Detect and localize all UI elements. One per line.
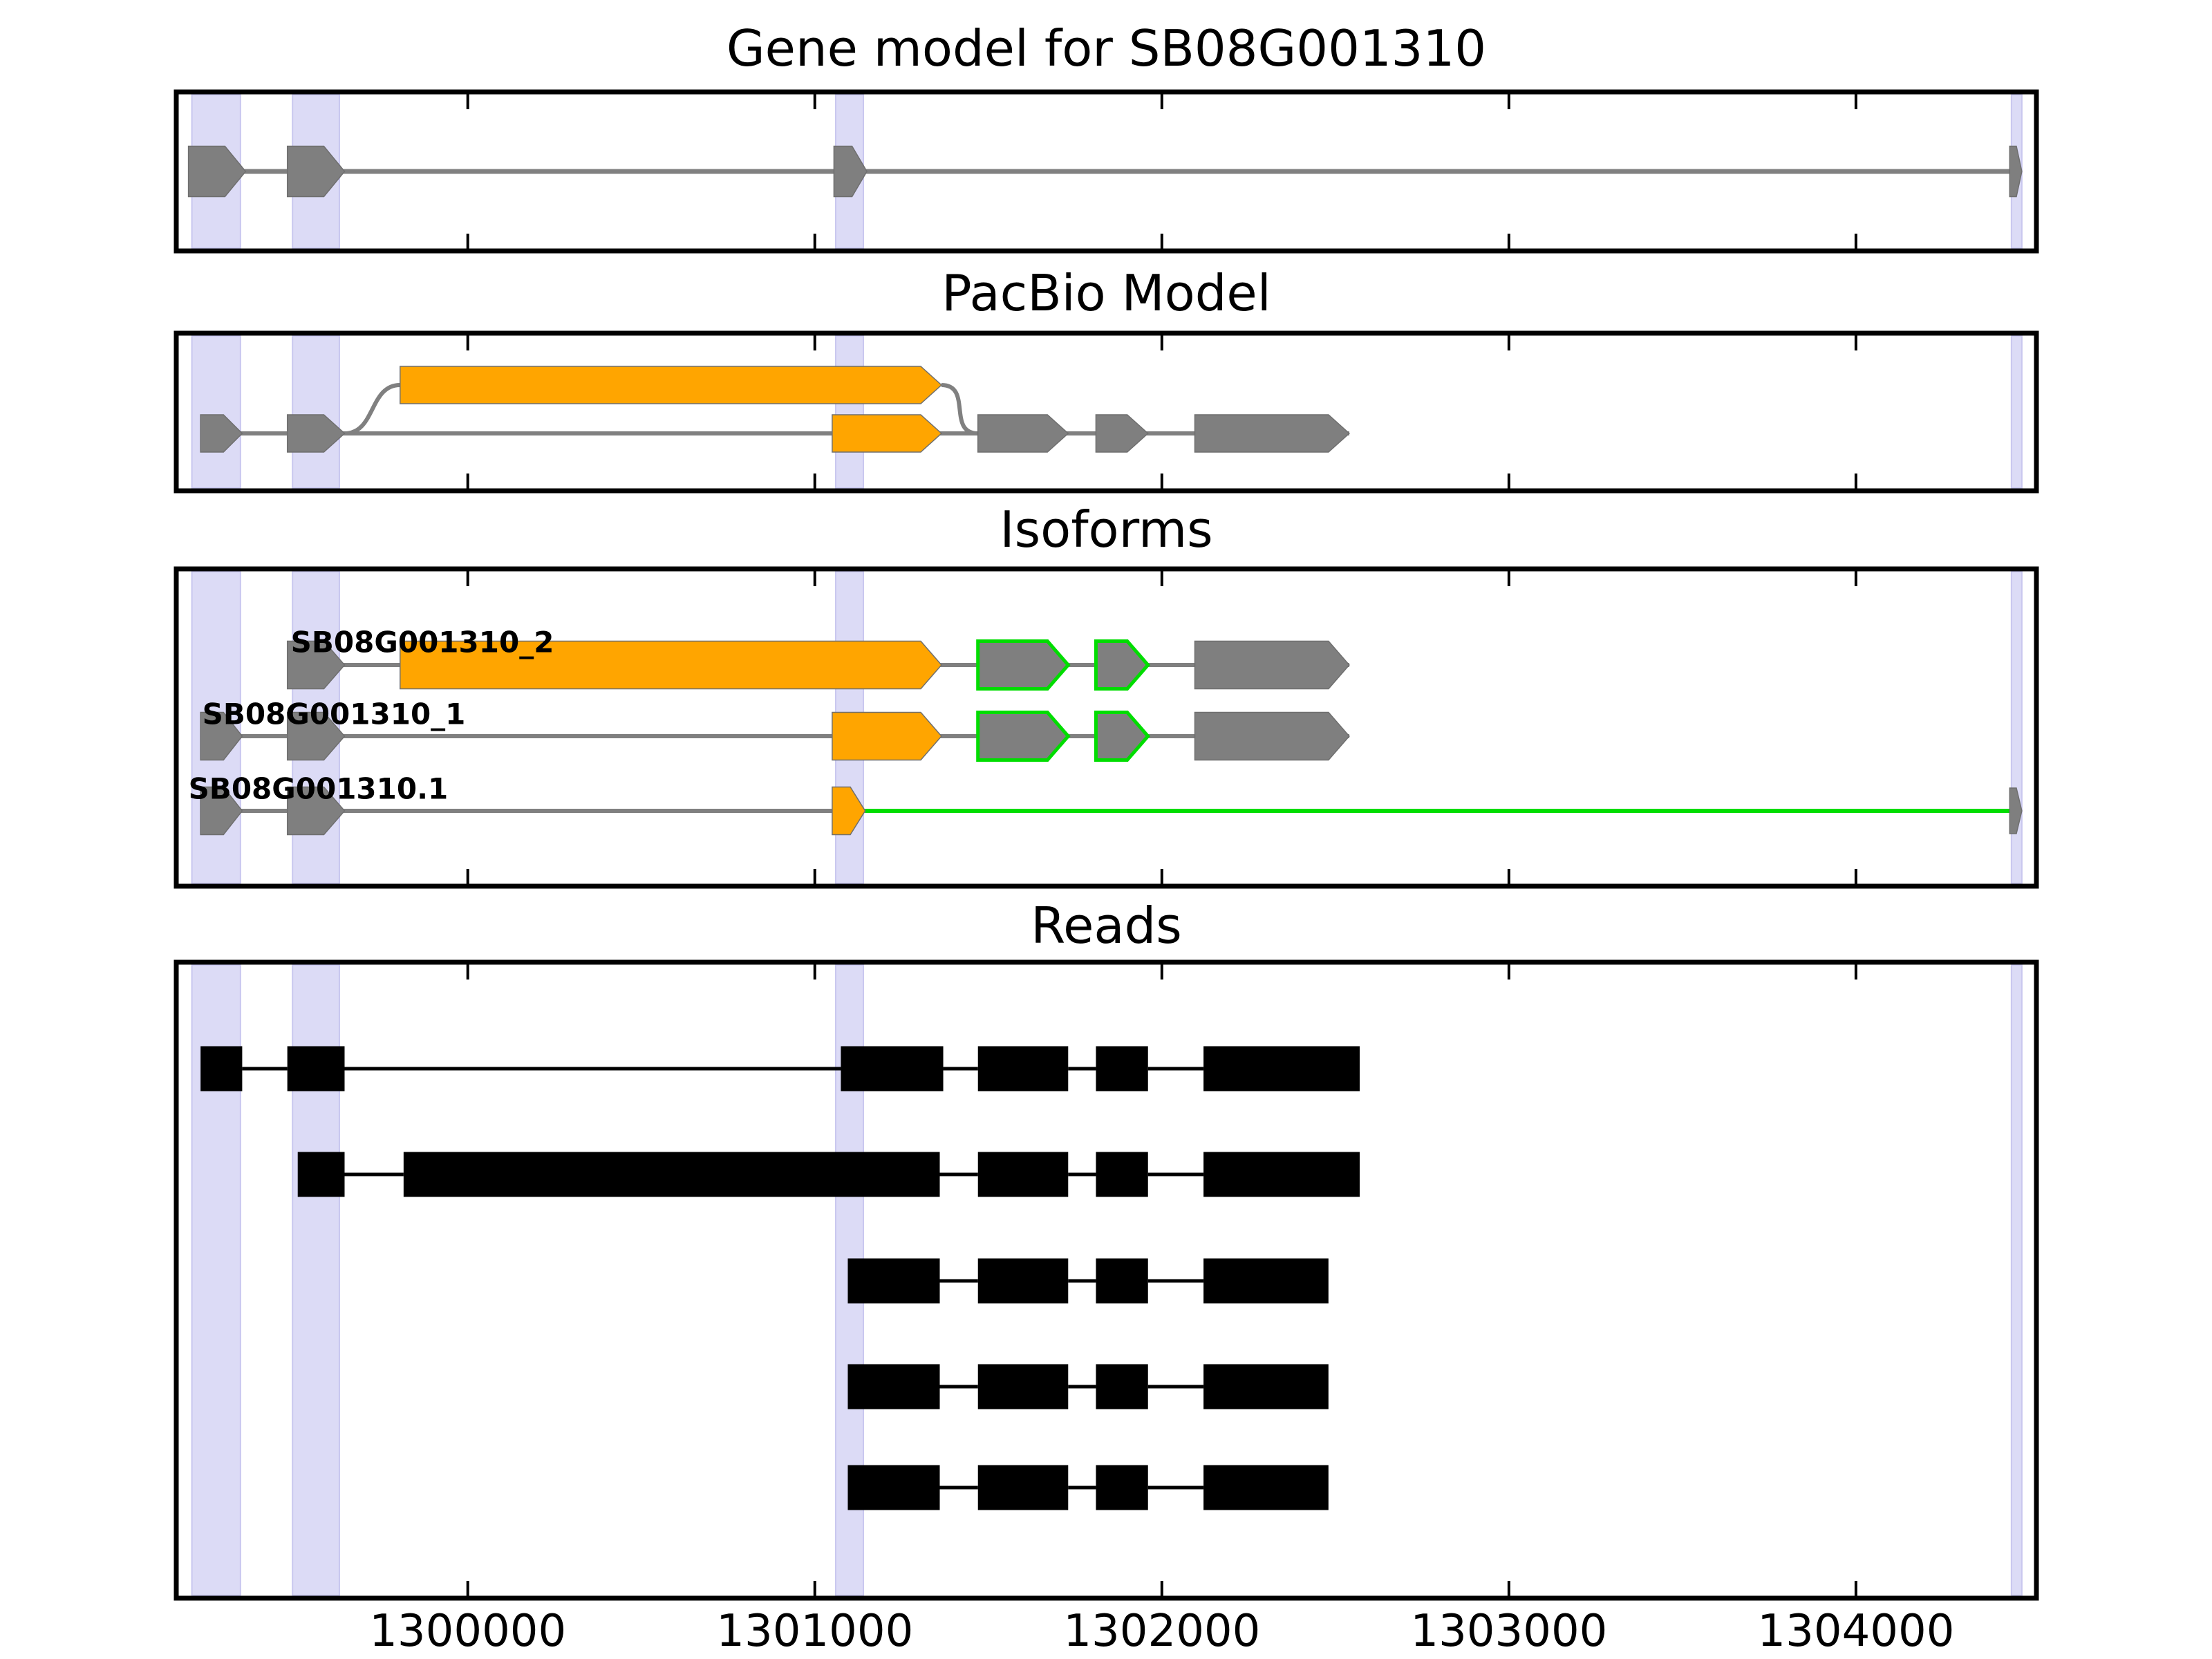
isoform-1-exon-2 <box>400 640 942 690</box>
read-1-block-3 <box>841 1046 944 1091</box>
read-row-5 <box>847 1465 1329 1510</box>
isoform-1-exon-4 <box>1094 639 1151 691</box>
read-row-3 <box>847 1258 1329 1304</box>
isoform-1-exon-3 <box>976 639 1071 691</box>
isoform-row-SB08G001310.1: SB08G001310.1 <box>189 772 2023 836</box>
read-5-block-1 <box>847 1465 940 1510</box>
isoform-2-exon-1 <box>200 711 243 761</box>
isoform-label-3: SB08G001310.1 <box>189 772 449 806</box>
panel-isoforms: SB08G001310_2 SB08G001310_1 SB08G001310.1 I… <box>174 500 2039 889</box>
gene-model-exon-3 <box>833 145 868 198</box>
panel-reads: Reads <box>174 897 2039 1601</box>
panel-pacbio-model: PacBio Model <box>174 264 2039 494</box>
pacbio-model-exon-3 <box>400 366 943 404</box>
pacbio-model-exon-6 <box>1095 414 1149 453</box>
panel-border-isoforms <box>174 566 2039 889</box>
isoform-label-2: SB08G001310_1 <box>203 697 466 731</box>
panel-border-gene-model <box>174 89 2039 254</box>
gene-model-exon-4 <box>2009 145 2023 198</box>
isoform-2-exon-4 <box>976 711 1071 762</box>
read-row-4 <box>847 1364 1329 1409</box>
isoform-row-SB08G001310_1: SB08G001310_1 <box>200 697 1350 762</box>
isoform-3-exon-1 <box>200 786 243 836</box>
read-5-block-4 <box>1203 1465 1329 1510</box>
isoform-label-1: SB08G001310_2 <box>291 626 554 659</box>
read-4-block-4 <box>1203 1364 1329 1409</box>
x-tick-label-1300000: 1300000 <box>369 1606 566 1657</box>
panel-border-reads <box>174 959 2039 1601</box>
panel-gene-model: Gene model for SB08G001310 <box>174 19 2039 254</box>
read-4-block-3 <box>1096 1364 1148 1409</box>
isoform-3-exon-4 <box>2009 787 2023 834</box>
highlight-band-1 <box>191 335 241 489</box>
highlight-band-4 <box>2010 571 2023 884</box>
highlight-band-4 <box>2010 335 2023 489</box>
panel-title-pacbio-model: PacBio Model <box>941 264 1271 322</box>
isoform-3-exon-3 <box>832 786 866 836</box>
isoform-1-exon-5 <box>1194 640 1350 690</box>
isoform-2-exon-5 <box>1094 711 1151 762</box>
panel-title-isoforms: Isoforms <box>1000 500 1212 559</box>
x-tick-label-1302000: 1302000 <box>1063 1606 1260 1657</box>
read-4-block-1 <box>847 1364 940 1409</box>
read-2-block-3 <box>977 1152 1069 1197</box>
pacbio-model-splice-curve-2 <box>941 383 978 435</box>
read-1-block-5 <box>1096 1046 1148 1091</box>
read-2-block-2 <box>403 1152 940 1197</box>
read-3-block-1 <box>847 1258 940 1304</box>
isoform-1-exon-1 <box>286 640 346 690</box>
read-2-block-1 <box>297 1152 345 1197</box>
isoform-2-exon-6 <box>1194 711 1350 761</box>
pacbio-model-splice-curve-1 <box>344 383 401 435</box>
highlight-band-3 <box>834 335 865 489</box>
gene-model-exon-1 <box>187 145 247 198</box>
read-1-block-2 <box>287 1046 345 1091</box>
pacbio-model-exon-4 <box>832 414 943 453</box>
read-1-block-6 <box>1203 1046 1360 1091</box>
read-row-2 <box>297 1152 1360 1197</box>
x-tick-label-1303000: 1303000 <box>1410 1606 1607 1657</box>
read-row-1 <box>200 1046 1360 1091</box>
gene-model-exon-2 <box>286 145 346 198</box>
pacbio-model-exon-5 <box>977 414 1069 453</box>
isoform-3-exon-2 <box>286 786 346 836</box>
highlight-band-2 <box>292 335 340 489</box>
isoform-2-exon-2 <box>286 711 346 761</box>
read-2-block-4 <box>1096 1152 1148 1197</box>
panel-title-gene-model: Gene model for SB08G001310 <box>727 19 1486 77</box>
read-3-block-2 <box>977 1258 1069 1304</box>
panel-title-reads: Reads <box>1031 897 1181 955</box>
read-1-block-1 <box>200 1046 243 1091</box>
isoform-row-SB08G001310_2: SB08G001310_2 <box>286 626 1350 691</box>
read-2-block-5 <box>1203 1152 1360 1197</box>
pacbio-model-exon-2 <box>286 414 346 453</box>
read-1-block-4 <box>977 1046 1069 1091</box>
pacbio-model-exon-7 <box>1194 414 1351 453</box>
panel-border-pacbio-model <box>174 330 2039 494</box>
read-5-block-2 <box>977 1465 1069 1510</box>
read-4-block-2 <box>977 1364 1069 1409</box>
read-5-block-3 <box>1096 1465 1148 1510</box>
pacbio-model-exon-1 <box>200 414 243 453</box>
highlight-band-4 <box>2010 964 2023 1596</box>
read-3-block-3 <box>1096 1258 1148 1304</box>
x-tick-label-1301000: 1301000 <box>716 1606 913 1657</box>
read-3-block-4 <box>1203 1258 1329 1304</box>
x-tick-label-1304000: 1304000 <box>1757 1606 1954 1657</box>
isoform-2-exon-3 <box>832 711 942 761</box>
